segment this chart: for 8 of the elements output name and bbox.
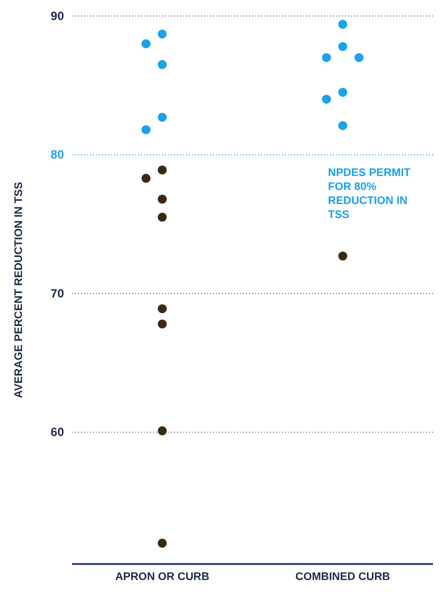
x-tick-label: APRON OR CURB [115,570,210,583]
y-tick-label: 80 [50,148,64,162]
y-tick-label: 60 [50,425,64,440]
y-axis-title: AVERAGE PERCENT REDUCTION IN TSS [12,182,25,398]
y-tick-label: 90 [50,9,64,23]
ref-line-label: NPDES PERMIT FOR 80% REDUCTION IN TSS [328,166,412,222]
x-tick-label: COMBINED CURB [295,570,390,583]
y-tick-label: 70 [50,286,64,300]
